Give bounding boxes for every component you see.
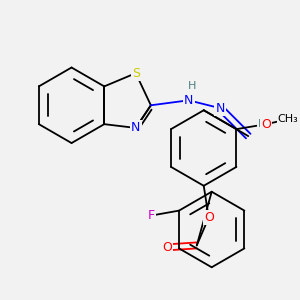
Text: S: S xyxy=(132,67,140,80)
Text: N: N xyxy=(131,122,140,134)
Text: H: H xyxy=(188,81,196,92)
Text: N: N xyxy=(216,102,225,115)
Text: O: O xyxy=(162,241,172,254)
Text: O: O xyxy=(204,211,214,224)
Text: H: H xyxy=(258,119,266,129)
Text: O: O xyxy=(261,118,271,131)
Text: N: N xyxy=(184,94,193,107)
Text: CH₃: CH₃ xyxy=(278,114,298,124)
Text: F: F xyxy=(148,209,155,222)
